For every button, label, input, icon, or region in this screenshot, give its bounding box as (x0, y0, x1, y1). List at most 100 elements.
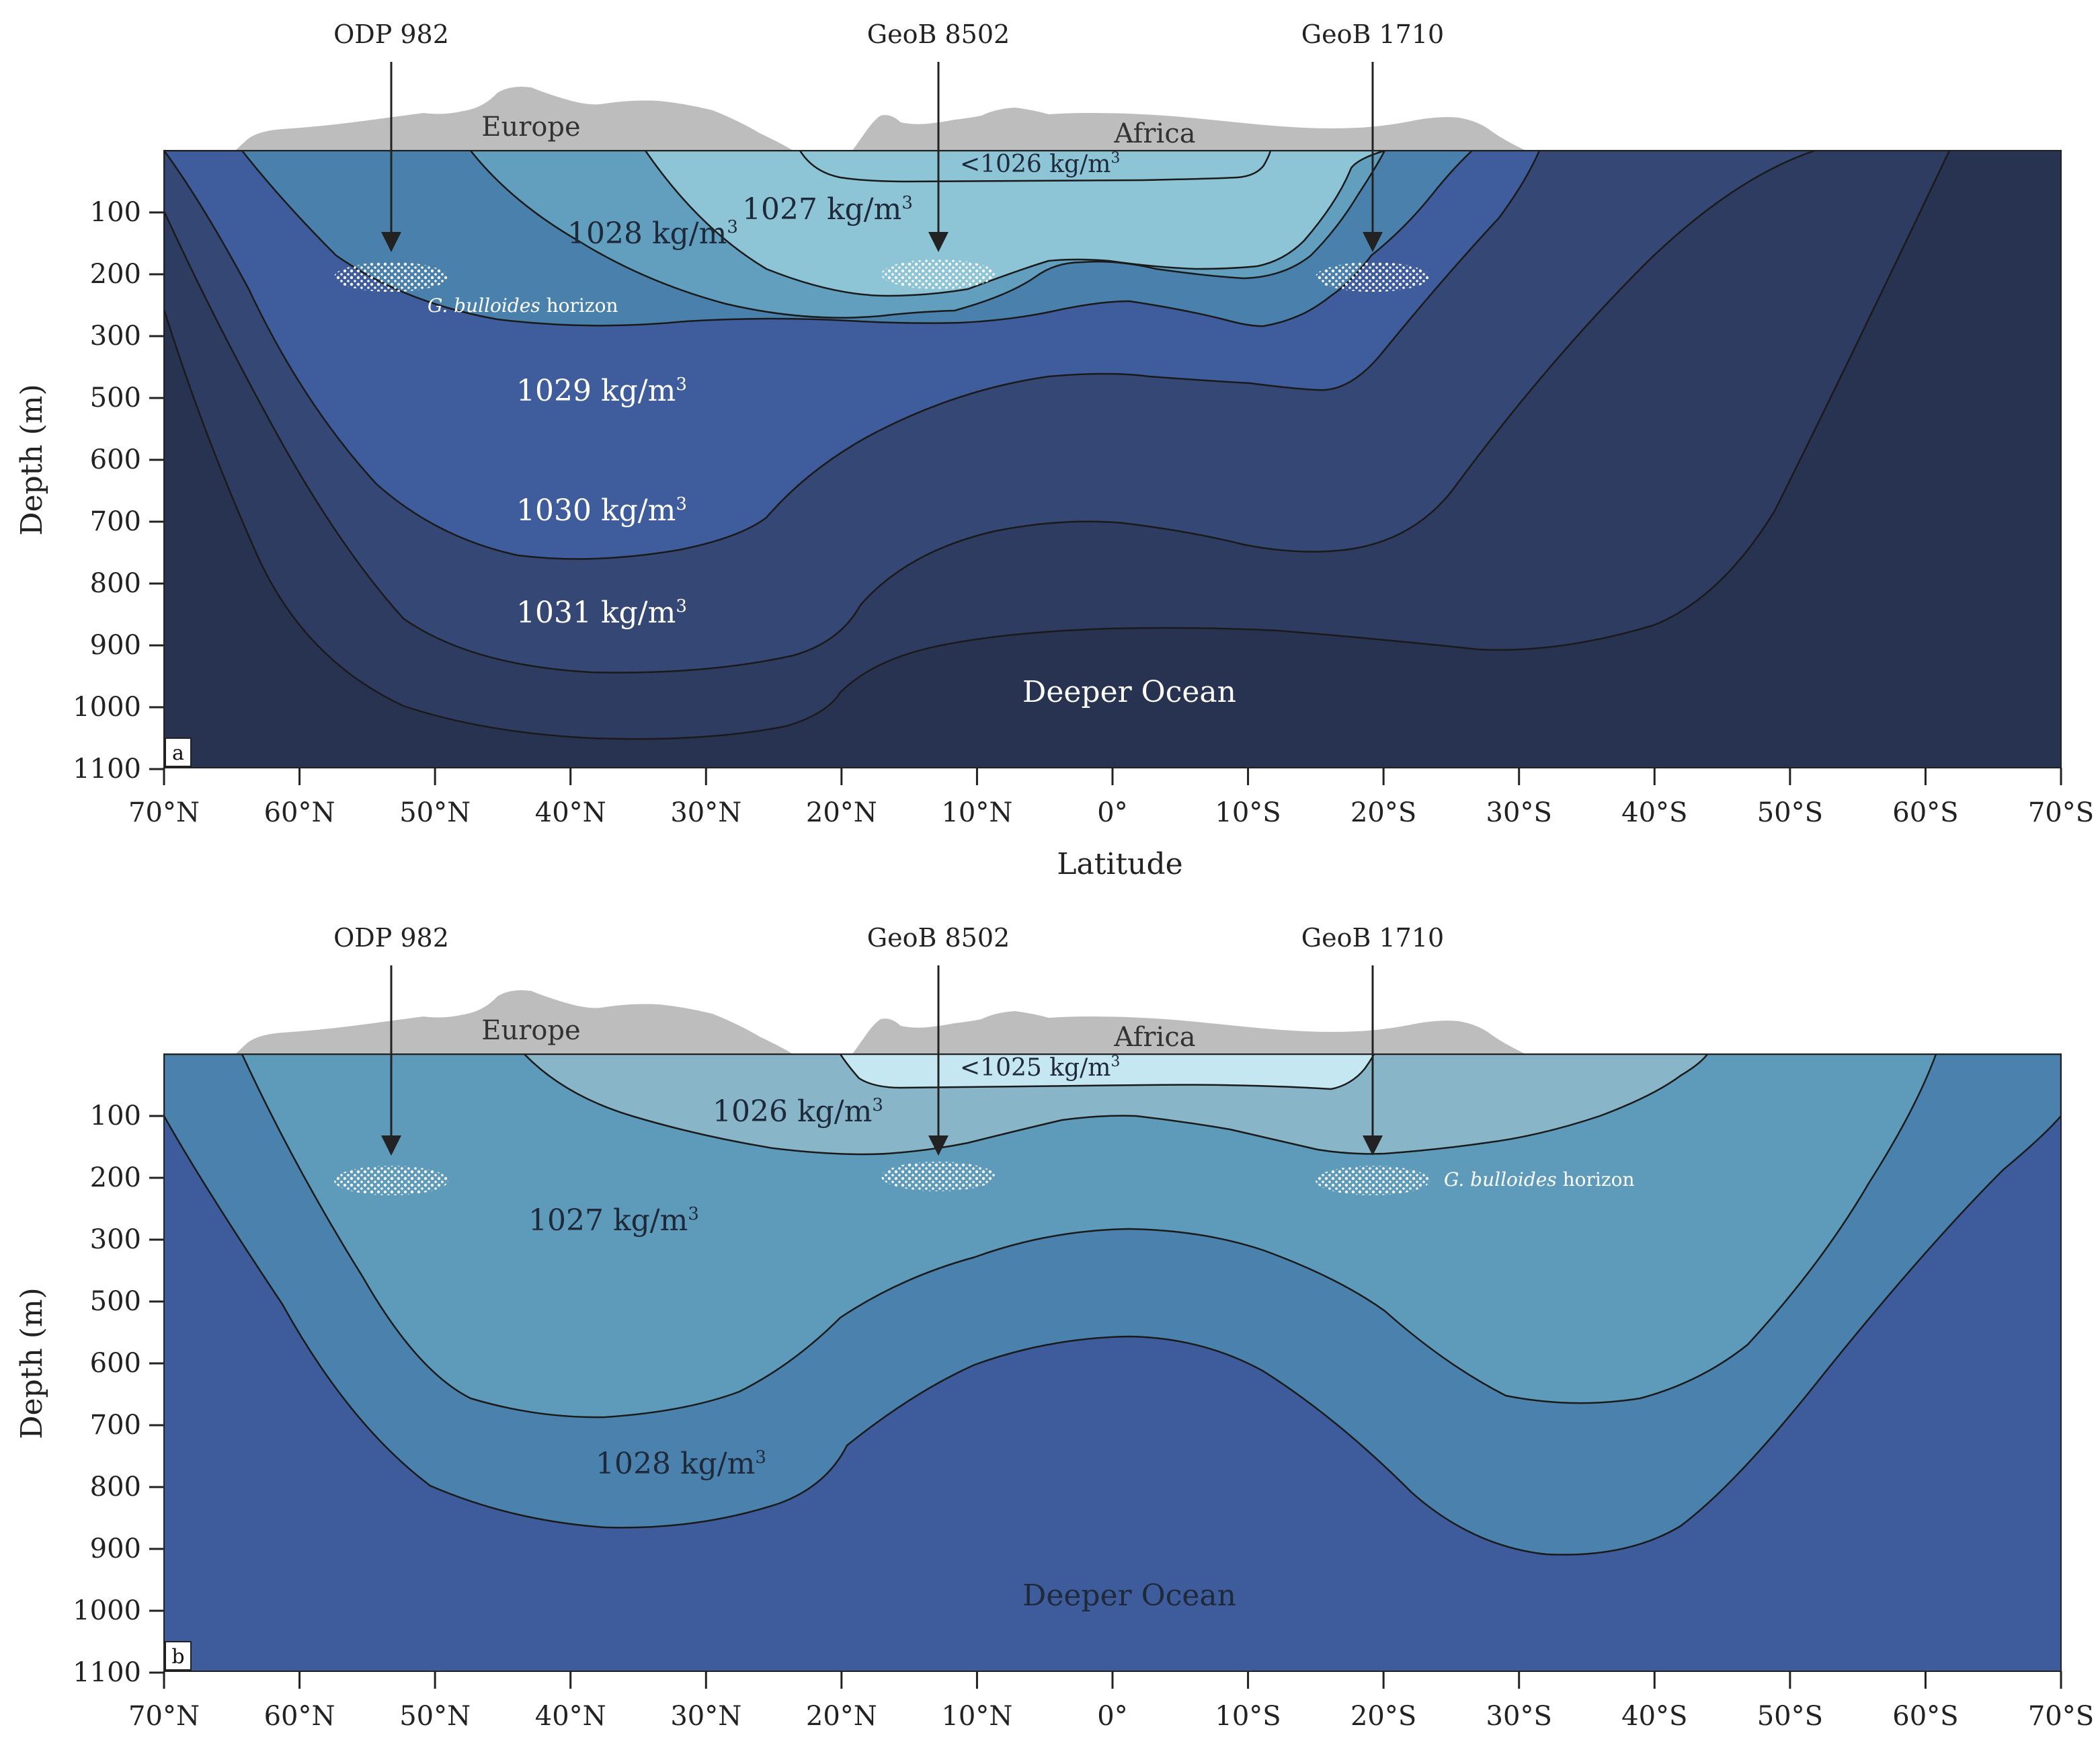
europe-label-b: Europe (481, 1015, 580, 1046)
density-label-1028: 1028 kg/m3 (567, 216, 738, 251)
x-tick-label-a: 0° (1097, 797, 1127, 828)
x-tick-label-b: 60°N (264, 1701, 335, 1732)
x-tick-label-b: 70°N (128, 1701, 200, 1732)
y-tick-label-a: 200 (90, 259, 141, 290)
panel-letter-box-a (165, 737, 192, 767)
density-label-1027: 1027 kg/m3 (742, 192, 913, 227)
y-tick-label-b: 200 (90, 1162, 141, 1193)
density-label-1027-b: 1027 kg/m3 (528, 1203, 699, 1238)
x-tick-label-b: 10°S (1215, 1701, 1281, 1732)
layer-lt1025-b (839, 1054, 1375, 1090)
x-tick-label-a: 70°S (2028, 797, 2094, 828)
density-label-1028-b: 1028 kg/m3 (596, 1447, 766, 1481)
x-axis-title: Latitude (1057, 847, 1182, 881)
x-tick-label-b: 40°S (1621, 1701, 1687, 1732)
y-tick-label-b: 100 (90, 1101, 141, 1131)
bulloides-horizon-geob1710 (1316, 262, 1430, 292)
y-tick-label-a: 100 (90, 197, 141, 228)
density-label-1030: 1030 kg/m3 (516, 493, 687, 528)
y-tick-label-a: 700 (90, 506, 141, 537)
x-tick-label-b: 30°N (670, 1701, 741, 1732)
y-tick-label-a: 1000 (73, 692, 141, 723)
x-tick-label-a: 40°N (535, 797, 606, 828)
layer-lt1026 (799, 151, 1272, 183)
africa-label-b: Africa (1113, 1022, 1195, 1053)
africa-landmass (852, 108, 1526, 151)
x-tick-label-a: 60°N (264, 797, 335, 828)
x-tick-label-b: 10°N (941, 1701, 1012, 1732)
core-label-geob8502-b: GeoB 8502 (867, 923, 1010, 953)
x-tick-label-b: 70°S (2028, 1701, 2094, 1732)
panel-letter-a: a (172, 742, 184, 765)
x-tick-label-a: 10°S (1215, 797, 1281, 828)
x-tick-label-a: 20°N (806, 797, 877, 828)
europe-landmass (235, 87, 793, 151)
bulloides-horizon-geob8502 (881, 259, 996, 289)
density-label-1029: 1029 kg/m3 (516, 374, 687, 408)
x-tick-label-b: 30°S (1486, 1701, 1552, 1732)
x-tick-label-a: 10°N (941, 797, 1012, 828)
y-tick-label-b: 700 (90, 1410, 141, 1441)
bulloides-horizon-geob8502-b (881, 1162, 996, 1191)
deeper-ocean-label: Deeper Ocean (1022, 675, 1236, 709)
deeper-ocean-label-b: Deeper Ocean (1022, 1578, 1236, 1613)
layer-1026-b (523, 1054, 1709, 1156)
x-tick-label-a: 40°S (1621, 797, 1687, 828)
y-tick-label-a: 500 (90, 383, 141, 413)
y-tick-label-a: 600 (90, 444, 141, 475)
core-label-geob1710-b: GeoB 1710 (1301, 923, 1444, 953)
horizon-label-b: G. bulloides horizon (1444, 1168, 1635, 1191)
y-tick-label-b: 1100 (73, 1657, 141, 1688)
layer-1026 (644, 151, 1385, 297)
core-label-odp982: ODP 982 (333, 19, 449, 49)
y-axis-title-a: Depth (m) (15, 384, 49, 536)
y-tick-label-b: 900 (90, 1533, 141, 1564)
x-tick-label-b: 50°S (1757, 1701, 1823, 1732)
layer-1027-b (164, 1054, 1937, 1418)
y-tick-label-a: 300 (90, 321, 141, 352)
y-tick-label-a: 900 (90, 630, 141, 661)
density-label-lt1026: <1026 kg/m3 (960, 150, 1120, 178)
bulloides-horizon-odp982 (334, 262, 448, 292)
y-tick-label-b: 500 (90, 1286, 141, 1317)
x-tick-label-b: 20°N (806, 1701, 877, 1732)
europe-label: Europe (481, 112, 580, 143)
x-tick-label-b: 20°S (1350, 1701, 1416, 1732)
bulloides-horizon-odp982-b (334, 1166, 448, 1195)
panel-letter-b: b (171, 1645, 184, 1669)
africa-landmass-b (852, 1011, 1526, 1054)
core-label-geob8502: GeoB 8502 (867, 19, 1010, 49)
y-tick-label-a: 1100 (73, 754, 141, 785)
panel-a (163, 62, 2062, 768)
core-label-geob1710: GeoB 1710 (1301, 19, 1444, 49)
density-label-lt1025-b: <1025 kg/m3 (960, 1053, 1120, 1082)
y-tick-label-b: 300 (90, 1224, 141, 1255)
horizon-label: G. bulloides horizon (428, 294, 618, 317)
panel-b (163, 965, 2062, 1672)
y-tick-label-b: 800 (90, 1472, 141, 1503)
x-tick-label-a: 70°N (128, 797, 200, 828)
x-tick-label-a: 30°N (670, 797, 741, 828)
x-tick-label-a: 20°S (1350, 797, 1416, 828)
x-tick-label-b: 60°S (1892, 1701, 1958, 1732)
x-tick-label-b: 40°N (535, 1701, 606, 1732)
x-tick-label-b: 0° (1097, 1701, 1127, 1732)
core-label-odp982-b: ODP 982 (333, 923, 449, 953)
axes-panel-a: 70°N 60°N 50°N 40°N 30°N 20°N 10°N 0° 10°S 20°S 30… (73, 197, 2094, 828)
axes-panel-b: 70°N 60°N 50°N 40°N 30°N 20°N 10°N 0° 10°S 20°S 30… (73, 1101, 2094, 1732)
bulloides-horizon-geob1710-b (1316, 1166, 1430, 1195)
density-label-1026-b: 1026 kg/m3 (713, 1094, 883, 1129)
x-tick-label-a: 50°N (399, 797, 471, 828)
y-tick-label-b: 1000 (73, 1595, 141, 1626)
x-tick-label-a: 30°S (1486, 797, 1552, 828)
x-tick-label-a: 60°S (1892, 797, 1958, 828)
africa-label: Africa (1113, 118, 1195, 149)
density-label-1031: 1031 kg/m3 (516, 596, 687, 630)
y-tick-label-b: 600 (90, 1348, 141, 1379)
y-tick-label-a: 800 (90, 568, 141, 599)
x-tick-label-a: 50°S (1757, 797, 1823, 828)
x-tick-label-b: 50°N (399, 1701, 471, 1732)
panel-letter-box-b (165, 1641, 192, 1671)
y-axis-title-b: Depth (m) (15, 1287, 49, 1439)
